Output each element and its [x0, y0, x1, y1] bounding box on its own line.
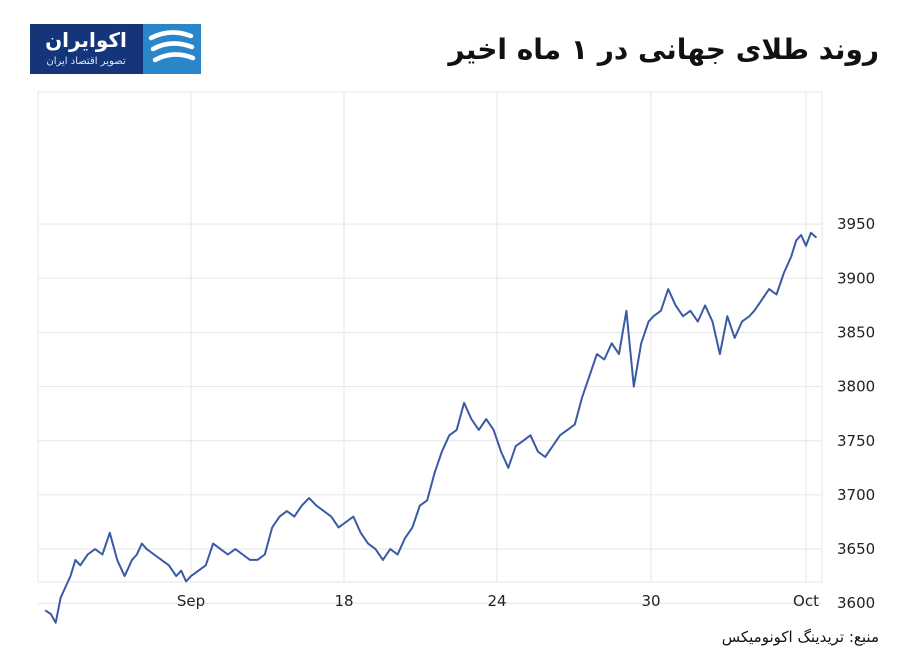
x-tick-label: Sep — [177, 592, 205, 610]
y-tick-label: 3750 — [837, 432, 875, 450]
y-tick-label: 3600 — [837, 594, 875, 612]
y-tick-label: 3850 — [837, 323, 875, 341]
y-tick-label: 3900 — [837, 269, 875, 287]
x-tick-label: 18 — [334, 592, 353, 610]
x-tick-label: 30 — [641, 592, 660, 610]
y-tick-label: 3700 — [837, 486, 875, 504]
y-tick-label: 3800 — [837, 378, 875, 396]
logo-name: اکوایران — [45, 28, 127, 52]
chart-title: روند طلای جهانی در ۱ ماه اخیر — [448, 33, 879, 66]
gold-price-series-line — [44, 231, 817, 624]
logo-mark-icon — [143, 24, 201, 74]
ecoiran-logo: اکوایران تصویر اقتصاد ایران — [30, 24, 201, 74]
y-tick-label: 3650 — [837, 540, 875, 558]
y-tick-label: 3950 — [837, 215, 875, 233]
logo-tagline: تصویر اقتصاد ایران — [46, 56, 126, 67]
source-credit: منبع: تریدینگ اکونومیکس — [721, 628, 879, 646]
x-tick-label: 24 — [487, 592, 506, 610]
x-tick-label: Oct — [793, 592, 819, 610]
